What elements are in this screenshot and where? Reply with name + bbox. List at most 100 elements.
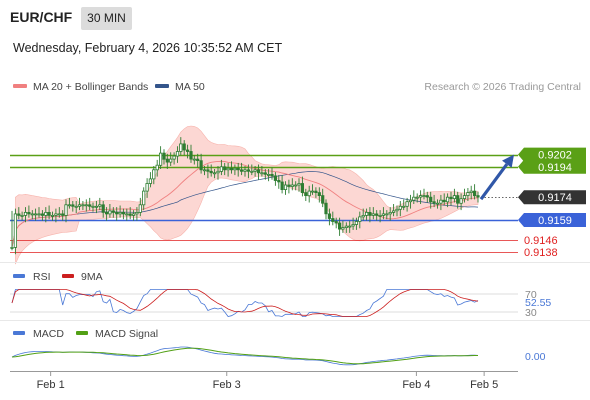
candle-body-85 — [297, 183, 301, 186]
candle-body-80 — [280, 181, 284, 190]
candle-body-87 — [304, 192, 308, 197]
candle-body-71 — [250, 170, 254, 173]
candle-body-97 — [337, 222, 342, 230]
candle-body-15 — [61, 213, 65, 216]
rsi-panel: RSI 9MA 70 30 52.55 — [10, 271, 551, 319]
price-tag-4: 0.9146 — [524, 235, 558, 247]
candle-body-76 — [266, 173, 271, 176]
candle-body-20 — [77, 204, 82, 207]
candle-body-135 — [466, 192, 470, 197]
candle-body-117 — [405, 201, 409, 207]
candle-body-58 — [206, 169, 210, 172]
price-tag-bg-3 — [518, 213, 586, 227]
candle-body-86 — [300, 183, 305, 194]
candle-body-79 — [277, 179, 281, 183]
candle-body-25 — [94, 205, 98, 208]
ma20-legend-label: MA 20 + Bollinger Bands — [33, 81, 148, 93]
candle-body-122 — [422, 195, 426, 198]
candle-body-124 — [429, 196, 433, 203]
macd-panel: MACD MACD Signal 0.00 — [11, 328, 546, 366]
candle-body-93 — [324, 202, 328, 215]
candle-body-13 — [54, 213, 58, 216]
candle-body-31 — [115, 211, 119, 215]
candle-body-39 — [142, 190, 146, 206]
candle-body-49 — [175, 151, 180, 157]
rsi-legend-label: RSI — [33, 271, 51, 283]
candle-body-26 — [98, 204, 102, 207]
candles-layer — [10, 137, 480, 255]
candle-body-116 — [402, 205, 406, 208]
candle-body-78 — [273, 175, 278, 181]
bollinger-band-area — [15, 125, 479, 265]
candle-body-114 — [395, 208, 399, 212]
candle-body-129 — [445, 196, 450, 203]
candle-body-92 — [321, 195, 325, 204]
candle-body-70 — [246, 169, 250, 172]
ma50-line — [11, 171, 479, 248]
price-tag-bg-2 — [518, 190, 586, 205]
arrow-head — [502, 154, 514, 168]
candle-body-18 — [71, 204, 75, 207]
rsi-ma-legend-label: 9MA — [81, 271, 103, 283]
timeframe-badge[interactable]: 30 MIN — [81, 7, 132, 30]
candle-body-28 — [105, 211, 109, 215]
time-axis: Feb 1 Feb 3 Feb 4 Feb 5 — [10, 371, 518, 391]
candle-body-103 — [358, 216, 362, 222]
ma20-swatch — [13, 84, 27, 88]
candle-body-27 — [101, 204, 105, 213]
candle-body-119 — [412, 196, 416, 201]
candle-body-41 — [148, 178, 152, 184]
candle-body-53 — [189, 151, 193, 160]
candle-body-94 — [327, 213, 332, 219]
candle-body-54 — [192, 158, 196, 161]
candle-body-137 — [472, 190, 477, 197]
price-tag-3: 0.9159 — [538, 215, 572, 227]
candle-body-88 — [307, 190, 311, 197]
rsi-swatch — [13, 274, 25, 278]
candle-body-132 — [456, 195, 460, 204]
candle-body-34 — [125, 213, 129, 216]
candle-body-128 — [442, 199, 446, 203]
price-tag-bg-1 — [518, 159, 586, 174]
candle-body-33 — [121, 211, 125, 215]
ma50-swatch — [155, 84, 169, 88]
candle-body-99 — [344, 225, 348, 229]
candle-body-50 — [179, 143, 183, 152]
candle-body-126 — [435, 202, 440, 205]
time-label-0: Feb 1 — [37, 379, 65, 391]
candle-body-1 — [13, 213, 17, 248]
candle-body-14 — [57, 213, 61, 216]
candle-body-131 — [452, 195, 457, 200]
candle-body-91 — [317, 192, 321, 197]
candle-body-104 — [361, 214, 365, 218]
candle-body-29 — [108, 210, 112, 215]
rsi-ma-line — [11, 289, 479, 317]
candle-body-64 — [226, 167, 230, 171]
candle-body-24 — [91, 205, 95, 208]
candle-body-102 — [354, 221, 359, 225]
candle-body-111 — [385, 213, 389, 216]
candle-body-82 — [287, 184, 291, 187]
candle-body-66 — [233, 167, 237, 171]
credit-text: Research © 2026 Trading Central — [424, 81, 581, 93]
candle-body-59 — [209, 170, 213, 174]
candle-body-130 — [449, 196, 453, 200]
candle-body-106 — [368, 211, 372, 216]
macd-signal-line — [11, 347, 478, 365]
candle-body-113 — [391, 210, 396, 213]
candle-body-125 — [432, 201, 436, 204]
candle-body-72 — [253, 169, 257, 172]
candle-body-69 — [243, 169, 247, 172]
rsi-value-label: 52.55 — [525, 297, 551, 309]
candle-body-133 — [459, 198, 463, 204]
candle-body-6 — [30, 213, 34, 216]
candle-body-35 — [128, 213, 132, 216]
candle-body-75 — [263, 172, 267, 175]
candle-body-138 — [476, 195, 480, 198]
price-tag-1: 0.9194 — [538, 162, 572, 174]
candle-body-21 — [81, 204, 85, 207]
macd-value-label: 0.00 — [525, 351, 546, 363]
